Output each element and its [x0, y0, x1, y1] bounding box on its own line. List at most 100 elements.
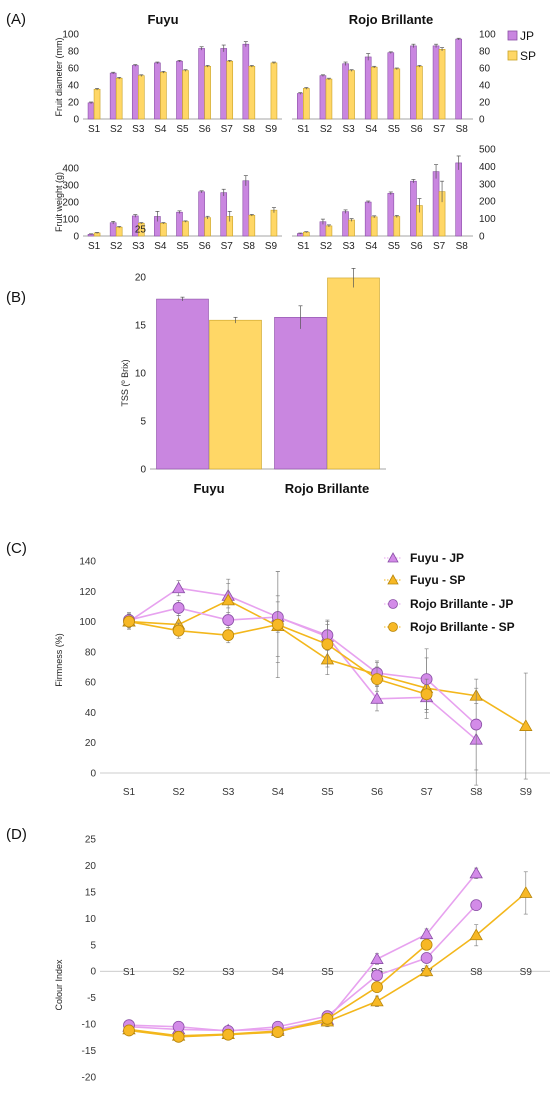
d_colour-point-rojo-brillante-sp-s6	[371, 981, 383, 993]
a_diam_fuyu-xtick-s9: S9	[265, 124, 278, 135]
a_diam_rojo-bar-jp-s6	[410, 45, 417, 120]
d_colour-point-rojo-brillante-jp-s2	[172, 1020, 185, 1033]
a_diam_rojo-xtick-s7: S7	[433, 124, 446, 135]
a_diam_rojo-xtick-s6: S6	[410, 124, 423, 135]
a_weight_fuyu-xtick-s7: S7	[221, 241, 234, 252]
c_firmness-point-rojo-brillante-sp-s5	[321, 638, 334, 651]
a_weight_rojo-bar-sp-s3	[348, 219, 355, 237]
d_colour-xtick-s2: S2	[172, 967, 185, 978]
a_weight_rojo-xtick-s1: S1	[297, 241, 310, 252]
a_diam_fuyu-bar-jp-s6	[198, 48, 205, 120]
b_tss-ytick-15: 15	[135, 321, 147, 332]
panel-label-b: (B)	[6, 289, 26, 306]
a_diam_fuyu-bar-sp-s8	[248, 66, 256, 120]
a_diam_fuyu-bar-sp-s5	[182, 70, 189, 120]
a_weight_rojo-bar-jp-s8	[455, 162, 462, 237]
a_weight_fuyu-ytick-0: 0	[73, 232, 79, 243]
c_firmness-point-rojo-brillante-jp-s8	[470, 718, 483, 731]
a_diam_rojo-ytick-100: 100	[479, 30, 496, 41]
a_weight_fuyu-xtick-s1: S1	[88, 241, 101, 252]
panel-label-a: (A)	[6, 11, 26, 28]
a_diam_rojo-bar-jp-s3	[342, 63, 349, 120]
a_weight_fuyu-bar-sp-s5	[182, 221, 189, 237]
a_weight_rojo-xtick-s8: S8	[456, 241, 469, 252]
a_weight_fuyu-xtick-s6: S6	[198, 241, 211, 252]
d_colour-ytick-15: 15	[85, 887, 97, 898]
a_diam_fuyu-ytick-20: 20	[68, 98, 80, 109]
d_colour-point-rojo-brillante-sp-s7	[420, 938, 433, 951]
legend-c: Fuyu - JP Fuyu - SP Rojo Brillante - JP …	[384, 551, 515, 634]
c_firmness-ytick-120: 120	[79, 587, 96, 598]
b_tss-ytick-25: 25	[135, 225, 147, 236]
a_diam_rojo-ytick-80: 80	[479, 47, 491, 58]
legend-label-rojo-sp: Rojo Brillante - SP	[410, 620, 515, 634]
d_colour-ytick--10: -10	[82, 1020, 97, 1031]
a_diam_fuyu-bar-sp-s6	[204, 66, 211, 120]
a_diam_rojo-ytick-60: 60	[479, 64, 491, 75]
a_diam_rojo-bar-sp-s7	[438, 48, 446, 120]
a_weight_rojo-bar-sp-s5	[393, 216, 401, 237]
a_weight_rojo-ytick-300: 300	[479, 179, 496, 190]
a_diam_fuyu-bar-jp-s1	[87, 102, 95, 120]
d_colour-point-fuyu-jp-s8	[469, 866, 483, 879]
legend-marker-fuyu-sp	[387, 574, 399, 585]
c_firmness-point-rojo-brillante-sp-s3	[222, 629, 235, 642]
a_diam_fuyu-xtick-s3: S3	[132, 124, 145, 135]
a_diam_rojo-ytick-20: 20	[479, 98, 491, 109]
a_weight_fuyu-xtick-s8: S8	[243, 241, 256, 252]
d_colour-xtick-s3: S3	[222, 967, 235, 978]
legend-label-fuyu-jp: Fuyu - JP	[410, 551, 464, 565]
c_firmness-point-fuyu-sp-s3	[221, 593, 235, 606]
a_diam_rojo-bar-jp-s8	[455, 38, 462, 120]
d_colour-line-fuyu-jp	[128, 872, 477, 1032]
a_diam_fuyu-bar-jp-s3	[131, 65, 139, 120]
d_colour-ytick--20: -20	[82, 1073, 97, 1084]
a_weight_rojo-bar-sp-s1	[303, 231, 310, 237]
chart-title-rojo: Rojo Brillante	[349, 12, 434, 27]
d_colour-point-fuyu-sp-s6	[370, 994, 384, 1007]
b_tss-ytick-5: 5	[140, 417, 146, 428]
b_tss-xtick-rojo-brillante: Rojo Brillante	[285, 481, 370, 496]
legend-swatch-sp	[507, 50, 518, 61]
a_diam_fuyu-ytick-40: 40	[68, 81, 80, 92]
a_diam_rojo-bar-jp-s4	[364, 56, 372, 120]
a_weight_rojo-ytick-200: 200	[479, 197, 496, 208]
chart-title-fuyu: Fuyu	[147, 12, 178, 27]
a_diam_rojo-bar-sp-s5	[393, 68, 401, 120]
a_weight_rojo-xtick-s6: S6	[410, 241, 423, 252]
c_firmness-xtick-s2: S2	[172, 787, 185, 798]
c_firmness-point-fuyu-jp-s2	[171, 581, 186, 594]
c_firmness-xtick-s5: S5	[321, 787, 334, 798]
a_diam_rojo-xtick-s5: S5	[388, 124, 401, 135]
legend-swatch-jp	[507, 30, 518, 41]
a_diam_rojo-bar-sp-s2	[325, 78, 333, 120]
legend-a: JP SP	[507, 29, 536, 63]
c_firmness-xtick-s8: S8	[470, 787, 483, 798]
a_diam_rojo-bar-jp-s5	[387, 52, 395, 120]
c_firmness-ytick-40: 40	[85, 708, 97, 719]
a_weight_fuyu-ytick-400: 400	[62, 164, 79, 175]
d_colour-xtick-s9: S9	[520, 967, 533, 978]
c_firmness-point-rojo-brillante-sp-s1	[123, 615, 135, 628]
a_weight_fuyu-xtick-s3: S3	[132, 241, 145, 252]
c_firmness-xtick-s4: S4	[272, 787, 285, 798]
c_firmness-point-fuyu-sp-s9	[519, 719, 533, 731]
ylabel-colour: Colour Index	[54, 959, 64, 1011]
d_colour-point-rojo-brillante-sp-s4	[271, 1026, 284, 1038]
a_diam_fuyu-xtick-s2: S2	[110, 124, 123, 135]
a_weight_rojo-ytick-100: 100	[479, 214, 496, 225]
c_firmness-xtick-s3: S3	[222, 787, 235, 798]
a_weight_fuyu-bar-jp-s6	[198, 191, 205, 237]
a_diam_fuyu-bar-jp-s7	[220, 48, 228, 120]
a_weight_fuyu-xtick-s9: S9	[265, 241, 278, 252]
d_colour-xtick-s5: S5	[321, 967, 334, 978]
a_weight_rojo-ytick-400: 400	[479, 162, 496, 173]
d_colour-point-fuyu-jp-s7	[419, 927, 434, 940]
legend-label-fuyu-sp: Fuyu - SP	[410, 573, 465, 587]
a_diam_rojo-xtick-s1: S1	[297, 124, 310, 135]
c_firmness-point-rojo-brillante-sp-s7	[420, 688, 433, 701]
panel-label-c: (C)	[6, 540, 27, 557]
a_weight_rojo-bar-sp-s4	[370, 216, 378, 237]
ylabel-firmness: Firmness (%)	[54, 633, 64, 687]
a_weight_rojo-bar-jp-s7	[432, 171, 440, 237]
